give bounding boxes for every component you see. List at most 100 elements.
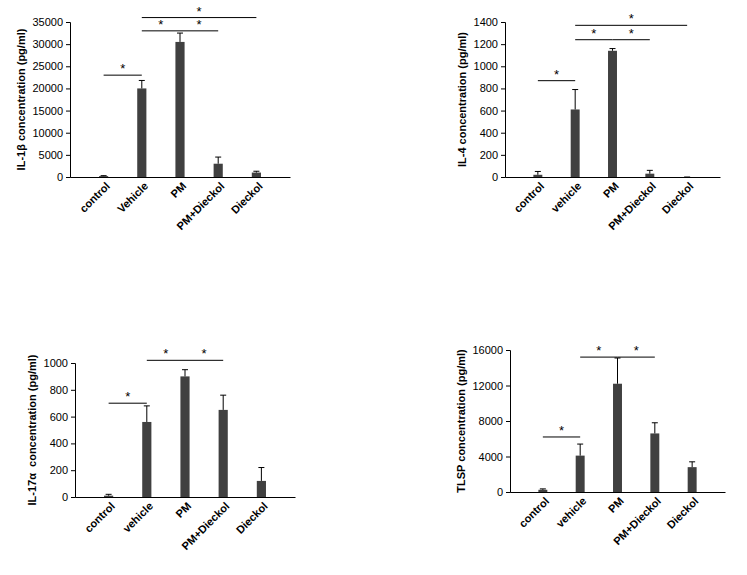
x-tick-label: vehicle <box>120 500 155 535</box>
significance: **** <box>538 11 687 81</box>
y-tick-mark <box>501 88 505 89</box>
y-tick-label: 30000 <box>32 38 63 50</box>
error-bar-cap <box>577 444 583 445</box>
bar <box>608 51 617 177</box>
error-bar <box>220 395 226 410</box>
y-tick-mark <box>71 470 75 471</box>
x-tick: Vehicle <box>115 177 150 215</box>
y-tick: 800 <box>480 82 505 94</box>
y-tick-label: 200 <box>50 464 68 476</box>
significance-label: * <box>554 67 559 82</box>
y-tick: 12000 <box>472 380 510 392</box>
bar <box>645 174 654 177</box>
error-bar-cap <box>220 395 226 396</box>
x-tick-label: Dieckol <box>659 180 695 216</box>
error-bar-stem <box>692 462 693 467</box>
x-tick-label: control <box>77 180 112 215</box>
bar <box>252 173 261 177</box>
bar <box>613 384 622 492</box>
error-bar-cap <box>535 171 541 172</box>
bar <box>257 481 266 497</box>
x-tick: PM <box>606 492 626 515</box>
error-bar <box>689 462 695 467</box>
error-bar-cap <box>647 170 653 171</box>
y-tick-label: 600 <box>50 411 68 423</box>
y-tick-mark <box>66 155 70 156</box>
y-tick: 1000 <box>44 357 75 369</box>
y-tick: 0 <box>492 171 505 183</box>
error-bar-cap <box>258 467 264 468</box>
y-tick-mark <box>506 492 510 493</box>
y-tick: 0 <box>497 486 510 498</box>
y-tick-label: 0 <box>62 491 68 503</box>
y-tick-mark <box>501 133 505 134</box>
error-bar <box>610 49 616 51</box>
x-axis-line <box>506 177 721 178</box>
y-tick: 600 <box>480 105 505 117</box>
significance: **** <box>104 4 257 77</box>
error-bar-cap <box>139 80 145 81</box>
y-tick-mark <box>66 88 70 89</box>
x-tick-label: Dieckol <box>664 495 700 531</box>
y-tick-label: 0 <box>492 171 498 183</box>
significance-label: * <box>197 4 202 19</box>
y-tick-label: 8000 <box>479 415 503 427</box>
significance-label: * <box>591 26 596 41</box>
error-bar-cap <box>215 157 221 158</box>
significance-label: * <box>120 61 125 76</box>
y-tick: 35000 <box>32 16 70 28</box>
y-tick-label: 16000 <box>472 344 503 356</box>
x-axis-line <box>71 177 291 178</box>
y-tick-label: 1200 <box>474 38 498 50</box>
x-tick-label: PM+Dieckol <box>174 180 226 232</box>
error-bar-cap <box>106 494 112 495</box>
x-tick: PM <box>168 177 188 200</box>
y-tick: 25000 <box>32 60 70 72</box>
y-tick: 1200 <box>474 38 505 50</box>
panel: 0400080001200016000controlvehiclePMPM+Di… <box>455 343 726 547</box>
x-tick-label: PM+Dieckol <box>606 180 658 232</box>
y-tick-mark <box>501 177 505 178</box>
error-bar-stem <box>185 370 186 377</box>
error-bar-cap <box>253 171 259 172</box>
x-tick: vehicle <box>549 177 584 215</box>
error-bar-stem <box>261 468 262 481</box>
x-tick: PM+Dieckol <box>174 177 226 232</box>
y-tick: 5000 <box>39 149 70 161</box>
y-tick: 1000 <box>474 60 505 72</box>
significance-label: * <box>634 343 639 358</box>
y-axis-line <box>66 23 71 178</box>
y-tick: 16000 <box>472 344 510 356</box>
error-bar <box>177 33 183 42</box>
error-bar-cap <box>182 369 188 370</box>
y-axis-title: IL-4 concentration (pg/ml) <box>456 32 468 167</box>
y-tick-mark <box>66 66 70 67</box>
x-tick-label: PM+Dieckol <box>611 495 663 547</box>
significance-label: * <box>629 26 634 41</box>
x-tick: Dieckol <box>664 492 700 531</box>
y-tick-mark <box>71 363 75 364</box>
significance-label: * <box>197 17 202 32</box>
y-tick: 10000 <box>32 127 70 139</box>
x-tick: control <box>511 177 546 215</box>
y-tick: 400 <box>480 127 505 139</box>
error-bar-stem <box>180 33 181 42</box>
x-tick: control <box>82 497 117 535</box>
x-tick: control <box>516 492 551 530</box>
bar <box>571 109 580 177</box>
x-tick: Dieckol <box>229 177 265 216</box>
error-bar-stem <box>617 358 618 384</box>
bar <box>214 164 223 177</box>
error-bar <box>258 468 264 481</box>
error-bar-cap <box>540 488 546 489</box>
bar <box>175 42 184 177</box>
error-bar <box>615 358 621 384</box>
bar <box>688 467 697 492</box>
y-tick-label: 400 <box>50 437 68 449</box>
significance-label: * <box>125 389 130 404</box>
significance-label: * <box>163 346 168 361</box>
plot-area <box>538 358 696 492</box>
y-tick-label: 10000 <box>32 127 63 139</box>
x-tick-label: PM <box>168 180 188 200</box>
y-tick-label: 800 <box>50 384 68 396</box>
